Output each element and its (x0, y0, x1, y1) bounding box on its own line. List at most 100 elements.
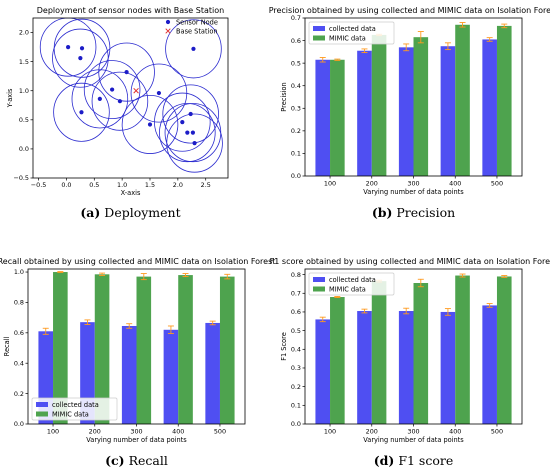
legend-box (31, 397, 118, 421)
bar-collected (398, 47, 414, 176)
bar-collected (315, 319, 331, 424)
bar-collected (205, 322, 220, 424)
y-tick-label: 0.6 (14, 329, 24, 337)
y-tick-label: 0.1 (291, 402, 301, 410)
legend-label: collected data (52, 401, 99, 409)
x-tick-label: 500 (491, 428, 503, 436)
y-tick-label: 0.7 (291, 14, 301, 22)
bar-mimic (178, 275, 193, 424)
bar-mimic (330, 59, 345, 176)
y-axis-label: Precision (280, 82, 288, 111)
y-tick-label: 0.0 (14, 420, 24, 428)
x-axis-label: Varying number of data points (363, 188, 464, 196)
y-tick-label: 1.0 (19, 87, 29, 95)
legend-label: MIMIC data (52, 411, 89, 419)
sensor-node-point (78, 56, 83, 61)
coverage-layer (39, 18, 223, 173)
y-axis-label: Recall (3, 336, 11, 356)
caption-label: (a) (80, 205, 100, 220)
x-tick-label: 200 (366, 428, 378, 436)
coverage-circle (162, 84, 219, 144)
sensor-node-point (110, 87, 115, 92)
x-axis-label: X-axis (121, 189, 141, 197)
bar-collected (482, 305, 497, 424)
bar-mimic (53, 272, 68, 424)
legend-base-swatch (165, 28, 171, 34)
x-tick-label: 1.5 (145, 181, 155, 189)
deployment-chart: −0.5 0.0 0.5 1.0 1.5 2.0 2.5 −0.5 0.0 0.5 1.0 1.5 2.… (6, 6, 229, 220)
legend-label: Sensor Node (176, 18, 218, 26)
bar-collected (440, 311, 456, 424)
sensor-node-point (188, 111, 193, 117)
caption-text: Recall (129, 453, 168, 468)
y-axis-label: F1 Score (280, 332, 288, 361)
chart-title: F1 score obtained by using collected and… (270, 257, 550, 266)
bar-collected (357, 50, 372, 176)
bar-collected (398, 311, 414, 424)
chart-title: Deployment of sensor nodes with Base Sta… (37, 6, 224, 15)
x-tick-label: 100 (324, 180, 336, 188)
bar-chart-precision: 100 200 300 400 500 0.0 0.1 0.2 0.3 0.4 0.5 0.6 0.7 V… (269, 6, 550, 220)
bar-mimic (94, 274, 110, 424)
caption-label: (b) (372, 205, 393, 220)
y-tick-label: 0.2 (291, 383, 301, 391)
x-tick-label: 0.0 (61, 181, 71, 189)
bar-collected (315, 59, 331, 176)
bar-mimic (455, 24, 470, 177)
bar-mimic (413, 37, 429, 176)
coverage-circle (98, 42, 155, 102)
sensor-node-point (192, 140, 197, 146)
y-tick-label: 0.4 (291, 346, 301, 354)
bar-mimic (496, 25, 512, 177)
base-station-marker (133, 87, 139, 94)
chart-title: Recall obtained by using collected and M… (0, 257, 275, 266)
legend-swatch (313, 35, 325, 41)
panel-caption: (b) Precision (372, 205, 455, 220)
y-tick-label: 0.2 (291, 127, 301, 135)
x-tick-label: 100 (324, 428, 336, 436)
y-tick-label: 1.0 (14, 268, 24, 276)
coverage-circle (53, 82, 110, 142)
bar-collected (482, 39, 497, 176)
x-axis-label: Varying number of data points (363, 436, 464, 444)
sensor-node-point (66, 44, 71, 50)
caption-text: F1 score (398, 453, 453, 468)
y-tick-label: 0.8 (291, 271, 301, 279)
x-tick-label: 400 (172, 428, 184, 436)
sensor-node-point (117, 99, 123, 104)
bar-mimic (371, 34, 387, 176)
y-tick-label: 0.0 (291, 172, 301, 180)
caption-text: Precision (396, 205, 455, 220)
bar-chart-f1-score: 100 200 300 400 500 0.0 0.1 0.2 0.3 0.4 0.5 0.6 0.7 0… (270, 257, 550, 468)
y-tick-label: 0.7 (291, 289, 301, 297)
x-tick-label: 200 (89, 428, 101, 436)
bar-chart-recall: 100 200 300 400 500 0.0 0.2 0.4 0.6 0.8 1.0 Varying… (0, 257, 275, 468)
x-tick-label: 300 (130, 428, 142, 436)
x-tick-label: 300 (407, 180, 419, 188)
coverage-circle (83, 60, 141, 120)
legend-swatch (313, 26, 325, 31)
bar-mimic (219, 276, 235, 424)
coverage-circle (154, 92, 211, 152)
legend-label: MIMIC data (329, 35, 366, 43)
panel-caption: (a) Deployment (80, 205, 180, 220)
bar-collected (440, 46, 456, 176)
coverage-circle (52, 28, 109, 88)
plot-frame (32, 17, 229, 179)
legend-swatch (36, 411, 48, 417)
sensor-node-point (79, 46, 85, 51)
legend-box (308, 272, 395, 296)
x-tick-label: 400 (449, 428, 461, 436)
panel-caption: (d) F1 score (374, 453, 454, 468)
y-tick-label: 0.8 (14, 299, 24, 307)
y-tick-label: 0.5 (291, 327, 301, 335)
bar-mimic (455, 275, 470, 424)
y-tick-label: 0.4 (291, 82, 301, 90)
caption-label: (d) (374, 453, 395, 468)
y-tick-label: 0.3 (291, 104, 301, 112)
x-tick-label: 1.0 (117, 181, 127, 189)
legend-node-swatch (165, 19, 171, 25)
sensor-node-point (185, 130, 190, 135)
coverage-circle (71, 69, 129, 129)
